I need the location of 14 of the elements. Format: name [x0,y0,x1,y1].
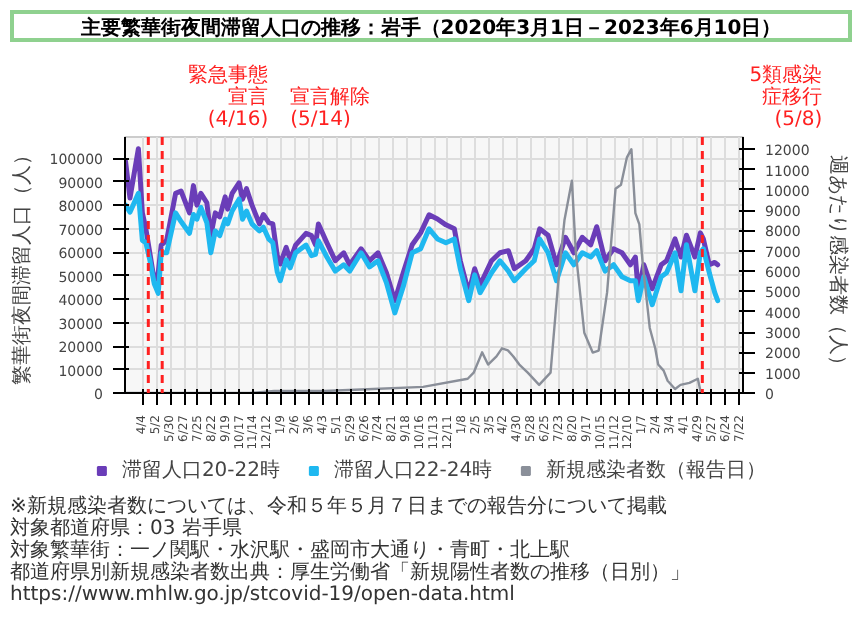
text: ※新規感染者数については、令和５年５月７日までの報告分について掲載 [10,496,667,518]
y2-axis-title: 週あたり感染者数（人） [825,155,850,375]
legend-label: 滞留人口20-22時 [121,457,280,484]
chart-title: 主要繁華街夜間滞留人口の推移：岩手（2020年3月1日－2023年6月10日） [80,14,782,44]
legend-label: 滞留人口22-24時 [334,457,493,484]
text: 都道府県別新規感染者数出典：厚生労働省「新規陽性者数の推移（日別）」 https://www.mhlw.go.jp/stcovid-19/open-data.html [10,562,690,606]
y-axis-title: 繁華街夜間滞留人口（人） [9,145,34,385]
ref-line-label: 5類感染症移行(5/8) [749,63,823,131]
text: 対象都道府県：03 岩手県 [10,518,242,540]
legend-label: 新規感染者数（報告日） [546,457,767,484]
ref-line-label: 緊急事態宣言(4/16) [188,63,269,131]
text: 対象繁華街：一ノ関駅・水沢駅・盛岡市大通り・青町・北上駅 [10,540,570,562]
ref-line-label: 宣言解除(5/14) [290,85,371,131]
line-series [125,190,721,316]
